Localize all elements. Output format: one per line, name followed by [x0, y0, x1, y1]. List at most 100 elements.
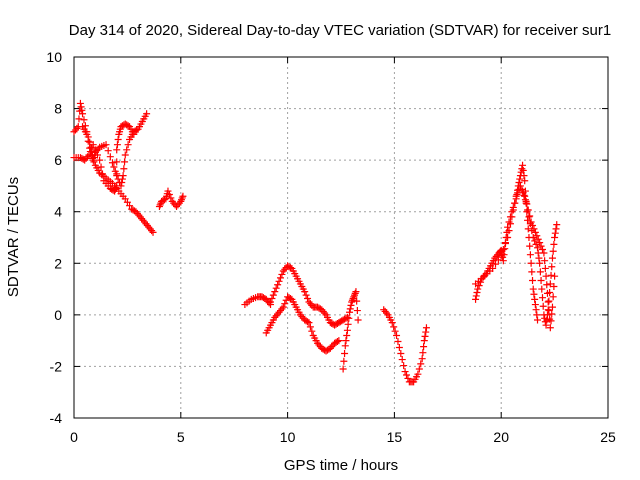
data-point	[538, 285, 546, 293]
data-point	[351, 291, 359, 299]
data-point	[519, 166, 527, 174]
data-point	[111, 185, 119, 193]
data-point	[551, 229, 559, 237]
y-tick-label: -2	[50, 358, 63, 374]
data-point	[538, 246, 546, 254]
data-point	[531, 295, 539, 303]
data-point	[545, 297, 553, 305]
data-point	[353, 297, 361, 305]
data-point	[90, 158, 98, 166]
data-point	[523, 200, 531, 208]
data-point	[121, 151, 129, 159]
data-point	[383, 309, 391, 317]
data-point	[275, 277, 283, 285]
data-point	[75, 115, 83, 123]
data-point	[553, 221, 561, 229]
data-point	[346, 308, 354, 316]
data-point	[549, 293, 557, 301]
data-point	[474, 285, 482, 293]
data-point	[547, 317, 555, 325]
data-point	[276, 274, 284, 282]
data-point	[537, 242, 545, 250]
data-point	[155, 203, 163, 211]
data-point	[113, 141, 121, 149]
data-point	[306, 323, 314, 331]
data-point	[415, 365, 423, 373]
data-point	[388, 319, 396, 327]
data-point	[104, 147, 112, 155]
data-point	[521, 192, 529, 200]
data-point	[528, 268, 536, 276]
data-point	[301, 288, 309, 296]
data-point	[548, 263, 556, 271]
y-tick-label: 2	[54, 255, 62, 271]
data-point	[533, 232, 541, 240]
data-point	[544, 298, 552, 306]
data-point	[79, 110, 87, 118]
data-point	[106, 153, 114, 161]
data-point	[89, 141, 97, 149]
data-point	[80, 116, 88, 124]
data-point	[418, 355, 426, 363]
data-point	[344, 320, 352, 328]
data-point	[333, 338, 341, 346]
data-point	[518, 165, 526, 173]
data-point	[551, 272, 559, 280]
data-point	[541, 318, 549, 326]
data-point	[535, 254, 543, 262]
data-point	[518, 185, 526, 193]
data-point	[343, 313, 351, 321]
data-point	[475, 282, 483, 290]
data-point	[118, 175, 126, 183]
data-point	[179, 192, 187, 200]
data-point	[400, 362, 408, 370]
x-tick-label: 20	[493, 429, 509, 445]
data-point	[544, 306, 552, 314]
data-point	[86, 138, 94, 146]
data-point	[177, 197, 185, 205]
data-point	[525, 213, 533, 221]
data-point	[113, 158, 121, 166]
y-tick-label: 0	[54, 307, 62, 323]
data-point	[547, 271, 555, 279]
data-point	[87, 151, 95, 159]
data-point	[272, 284, 280, 292]
data-point	[522, 199, 530, 207]
data-point	[422, 328, 430, 336]
series-segment-4c	[519, 187, 559, 332]
data-point	[519, 187, 527, 195]
data-point	[78, 106, 86, 114]
y-tick-label: 8	[54, 101, 62, 117]
data-point	[543, 311, 551, 319]
data-point	[156, 201, 164, 209]
data-point	[349, 295, 357, 303]
y-axis-label: SDTVAR / TECUs	[5, 177, 22, 297]
data-point	[420, 343, 428, 351]
data-point	[421, 332, 429, 340]
series-segment-2d	[339, 288, 362, 373]
series-segment-1c	[79, 123, 157, 236]
data-point	[422, 324, 430, 332]
x-tick-label: 10	[280, 429, 296, 445]
data-point	[84, 153, 92, 161]
data-point	[149, 228, 157, 236]
data-point	[353, 307, 361, 315]
data-point	[501, 240, 509, 248]
data-point	[391, 327, 399, 335]
data-point	[165, 191, 173, 199]
data-point	[395, 344, 403, 352]
data-point	[531, 237, 539, 245]
data-point	[417, 360, 425, 368]
series-segment-1a	[70, 99, 151, 190]
data-point	[341, 342, 349, 350]
data-point	[521, 177, 529, 185]
data-point	[274, 281, 282, 289]
series-segment-1d	[155, 187, 187, 211]
data-point	[108, 159, 116, 167]
data-point	[506, 220, 514, 228]
series-segment-2b	[267, 262, 351, 329]
data-point	[278, 270, 286, 278]
data-point	[534, 235, 542, 243]
x-axis-label: GPS time / hours	[284, 457, 398, 474]
